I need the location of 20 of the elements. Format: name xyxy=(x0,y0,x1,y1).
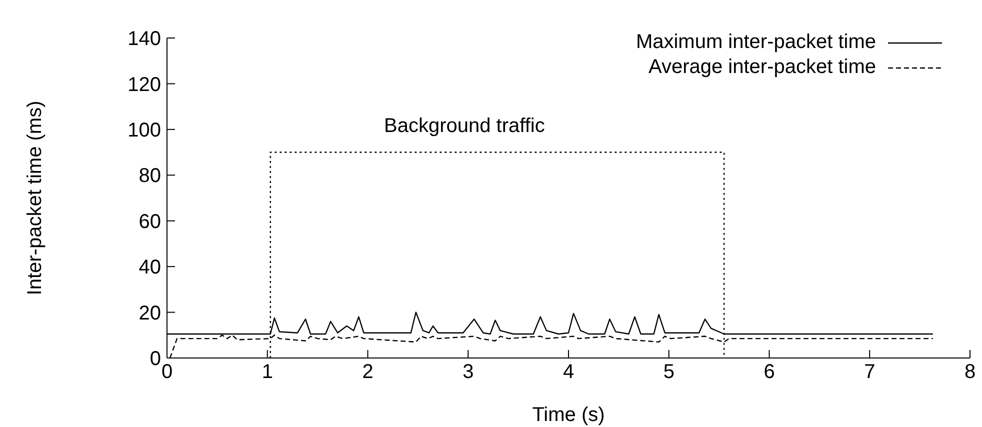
x-tick-label: 7 xyxy=(864,361,876,384)
x-tick-label: 4 xyxy=(562,361,574,384)
x-tick-label: 1 xyxy=(262,361,273,384)
y-tick-label: 40 xyxy=(138,256,161,279)
y-tick-label: 120 xyxy=(128,74,161,96)
y-tick-label: 80 xyxy=(138,165,161,188)
y-axis-title: Inter-packet time (ms) xyxy=(24,100,46,296)
x-axis-title: Time (s) xyxy=(532,404,605,426)
x-tick-label: 8 xyxy=(964,361,976,384)
y-tick-label: 20 xyxy=(138,302,161,324)
annotation: Background traffic xyxy=(384,115,545,138)
y-tick-label: 140 xyxy=(128,28,161,50)
y-tick-label: 100 xyxy=(128,120,161,142)
x-tick-label: 6 xyxy=(764,361,775,384)
x-tick-label: 3 xyxy=(462,361,474,384)
legend-label: Average inter-packet time xyxy=(648,56,876,79)
x-tick-label: 5 xyxy=(663,361,674,384)
x-tick-label: 2 xyxy=(362,361,374,384)
y-tick-label: 60 xyxy=(138,210,161,233)
legend-label: Maximum inter-packet time xyxy=(636,31,876,54)
